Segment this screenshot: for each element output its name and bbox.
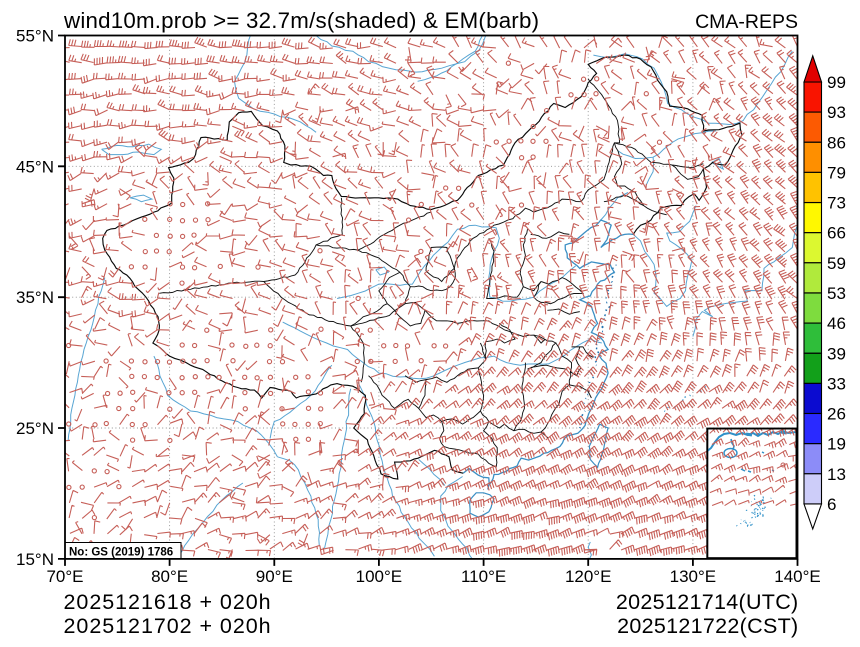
svg-text:90°E: 90°E <box>256 567 293 586</box>
svg-text:66: 66 <box>827 224 846 243</box>
svg-text:110°E: 110°E <box>461 567 506 586</box>
svg-text:59: 59 <box>827 254 846 273</box>
svg-text:35°N: 35°N <box>16 288 54 307</box>
svg-text:130°E: 130°E <box>670 567 717 586</box>
svg-text:2025121714(UTC): 2025121714(UTC) <box>616 590 799 614</box>
svg-text:13: 13 <box>827 465 846 484</box>
svg-text:2025121618 + 020h: 2025121618 + 020h <box>64 590 272 614</box>
svg-text:2025121702 + 020h: 2025121702 + 020h <box>64 614 272 638</box>
svg-text:33: 33 <box>827 374 846 393</box>
svg-text:wind10m.prob >= 32.7m/s(shaded: wind10m.prob >= 32.7m/s(shaded) & EM(bar… <box>63 8 539 33</box>
svg-text:2025121722(CST): 2025121722(CST) <box>617 614 798 638</box>
svg-text:86: 86 <box>827 133 846 152</box>
svg-text:6: 6 <box>827 495 836 514</box>
svg-text:73: 73 <box>827 194 846 213</box>
svg-text:99: 99 <box>827 73 846 92</box>
svg-text:45°N: 45°N <box>16 157 54 176</box>
svg-text:140°E: 140°E <box>774 567 821 586</box>
svg-text:CMA-REPS: CMA-REPS <box>695 11 798 33</box>
svg-text:46: 46 <box>827 314 846 333</box>
svg-text:26: 26 <box>827 405 846 424</box>
svg-text:80°E: 80°E <box>151 567 188 586</box>
svg-text:53: 53 <box>827 284 846 303</box>
svg-text:55°N: 55°N <box>16 27 54 46</box>
svg-text:79: 79 <box>827 163 846 182</box>
svg-text:25°N: 25°N <box>16 419 54 438</box>
svg-text:93: 93 <box>827 103 846 122</box>
svg-text:120°E: 120°E <box>565 567 612 586</box>
svg-text:70°E: 70°E <box>46 567 83 586</box>
svg-text:15°N: 15°N <box>16 550 54 569</box>
svg-text:39: 39 <box>827 344 846 363</box>
svg-text:19: 19 <box>827 435 846 454</box>
svg-text:100°E: 100°E <box>356 567 403 586</box>
svg-text:No: GS (2019) 1786: No: GS (2019) 1786 <box>69 547 173 559</box>
